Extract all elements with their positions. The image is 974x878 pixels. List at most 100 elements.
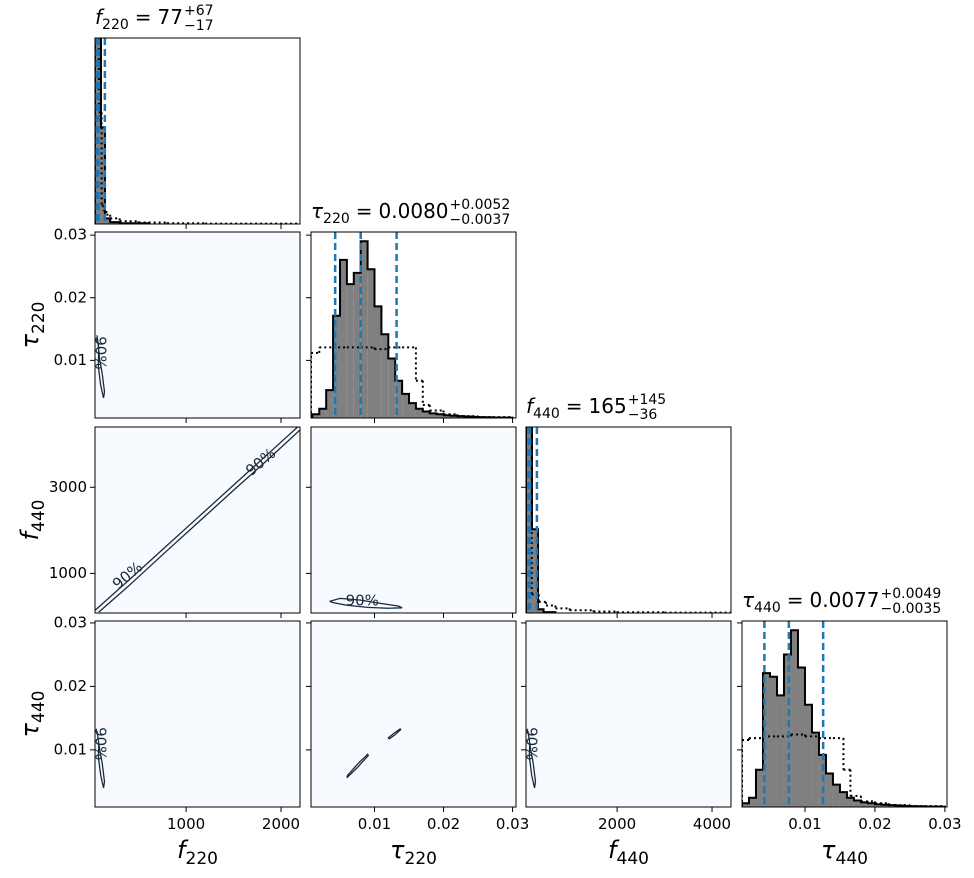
posterior-bar: [415, 408, 423, 418]
title-subscript: 440: [754, 600, 781, 616]
posterior-bar: [538, 609, 544, 613]
panel: [311, 232, 514, 418]
panel-frame: [310, 620, 517, 808]
posterior-bar: [326, 390, 334, 418]
posterior-bar: [874, 804, 882, 807]
x-axis-label: f 220: [177, 836, 218, 869]
axis-subscript: 220: [186, 849, 218, 869]
posterior-bar: [881, 804, 889, 807]
y-tick-label: 0.01: [54, 351, 87, 369]
x-tick-label: 0.01: [358, 815, 391, 833]
title-relation: =: [356, 199, 373, 223]
panel: [311, 621, 516, 807]
contour: [96, 335, 106, 399]
title-lower: −36: [628, 407, 658, 423]
posterior-bar: [804, 704, 812, 807]
posterior-bar: [381, 334, 389, 418]
panel: [526, 427, 731, 613]
contour: [96, 730, 106, 789]
posterior-bar: [429, 413, 437, 418]
title-value: 165: [589, 394, 627, 418]
panel: [95, 621, 300, 807]
contour: [95, 427, 299, 611]
y-tick-label: 0.03: [54, 226, 87, 244]
axis-symbol: τ: [16, 333, 44, 348]
axis-subscript: 220: [29, 302, 49, 334]
contour: [527, 730, 537, 789]
title-upper: +145: [628, 392, 666, 408]
title-relation: =: [787, 588, 804, 612]
posterior-bar: [839, 792, 847, 807]
y-tick-label: 0.02: [54, 677, 87, 695]
y-tick-label: 0.01: [54, 740, 87, 758]
axis-subscript: 220: [405, 849, 437, 869]
panel-background: [526, 621, 731, 807]
title-upper: +0.0049: [881, 586, 942, 602]
panel-title: τ 220 = 0.0080 +0.0052−0.0037: [311, 197, 510, 228]
posterior-bar: [825, 773, 833, 807]
title-symbol: τ: [742, 588, 755, 612]
posterior-bar: [353, 272, 361, 418]
title-subscript: 220: [323, 211, 350, 227]
posterior-bar: [742, 803, 749, 807]
y-tick-label: 0.03: [54, 613, 87, 631]
posterior-bar: [769, 676, 777, 807]
panel: [95, 427, 300, 613]
posterior-bar: [783, 654, 791, 807]
panel-background: [95, 232, 300, 418]
contour: [329, 597, 403, 609]
x-tick-label: 0.02: [427, 815, 460, 833]
posterior-bar: [409, 403, 416, 418]
panel-frame: [310, 426, 517, 614]
contour-label: 90%: [346, 591, 379, 609]
x-tick-label: 1000: [167, 815, 205, 833]
axis-subscript: 440: [29, 691, 49, 723]
axis-symbol: τ: [16, 722, 44, 737]
title-value: 0.0077: [810, 588, 880, 612]
axis-symbol: τ: [390, 836, 405, 864]
x-tick-label: 0.01: [788, 815, 821, 833]
posterior-bar: [867, 803, 875, 807]
posterior-bar: [436, 414, 444, 418]
title-value: 77: [158, 5, 183, 29]
posterior-bar: [832, 784, 840, 807]
posterior-bar: [776, 695, 784, 807]
posterior-bar: [339, 259, 347, 418]
contour: [346, 753, 370, 779]
posterior-bar: [388, 358, 396, 418]
posterior-bar: [450, 415, 458, 418]
y-tick-label: 1000: [49, 564, 87, 582]
posterior-outline: [95, 38, 150, 224]
x-tick-label: 4000: [693, 815, 731, 833]
x-tick-label: 0.02: [858, 815, 891, 833]
title-lower: −0.0037: [450, 212, 511, 228]
posterior-bar: [346, 284, 354, 418]
posterior-bar: [104, 218, 111, 224]
x-tick-label: 2000: [598, 815, 636, 833]
posterior-bar: [846, 797, 854, 807]
posterior-bar: [762, 673, 770, 807]
posterior-bar: [531, 529, 539, 613]
panel: [311, 427, 516, 613]
contour-label: 90%: [523, 727, 541, 760]
axis-subscript: 440: [29, 500, 49, 532]
posterior-bar: [748, 797, 756, 807]
title-relation: =: [566, 394, 583, 418]
y-tick-label: 0.02: [54, 288, 87, 306]
title-symbol: f: [526, 394, 536, 418]
panel: [526, 621, 731, 807]
prior-riser: [311, 347, 480, 418]
posterior-bar: [402, 393, 410, 418]
x-axis-label: f 440: [608, 836, 649, 869]
contour-label: 90%: [92, 336, 110, 369]
title-value: 0.0080: [379, 199, 449, 223]
posterior-bar: [100, 127, 105, 224]
posterior-bar: [374, 306, 382, 418]
title-upper: +67: [184, 3, 214, 19]
posterior-outline: [526, 427, 557, 613]
axis-symbol: τ: [821, 836, 836, 864]
panel-background: [311, 427, 516, 613]
